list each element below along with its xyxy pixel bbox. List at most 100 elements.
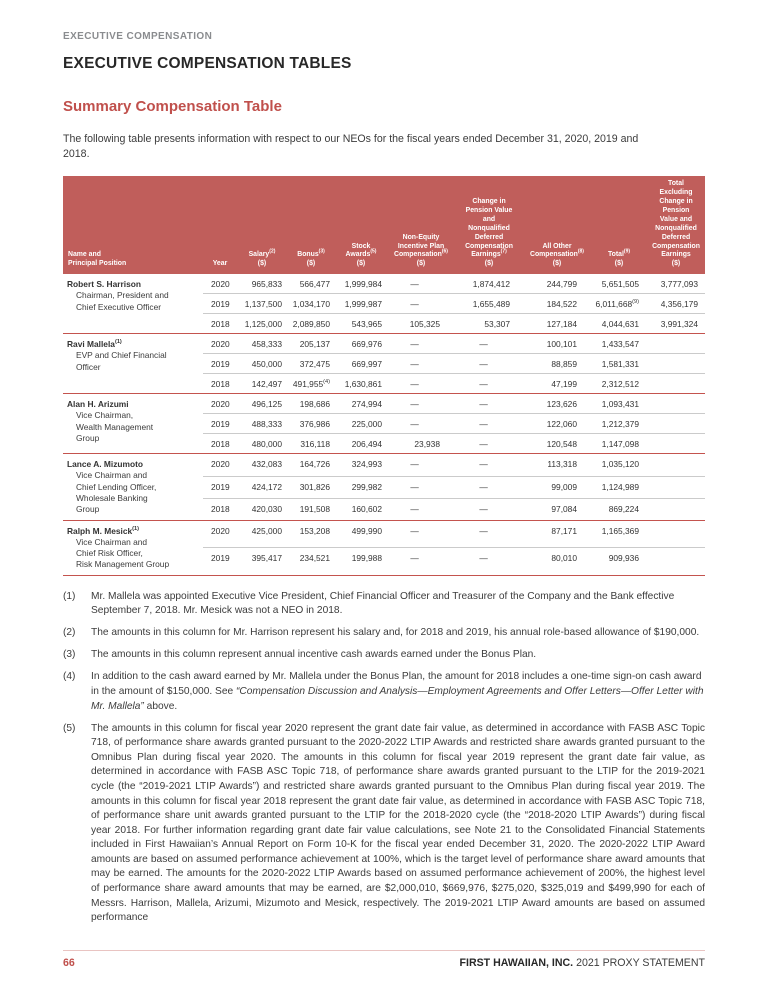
value-cell: 113,318 — [523, 453, 591, 476]
neo-position: EVP and Chief Financial Officer — [76, 350, 167, 372]
value-cell: 3,991,324 — [647, 313, 705, 334]
value-text: 97,084 — [551, 503, 577, 514]
year-cell: 2020 — [203, 393, 237, 414]
value-cell: 1,999,984 — [335, 274, 387, 294]
value-text: 869,224 — [608, 503, 639, 514]
value-text: 488,333 — [251, 419, 282, 430]
column-header-unit: ($) — [484, 260, 494, 268]
value-cell: — — [387, 274, 455, 294]
value-text: 669,997 — [351, 359, 382, 370]
year-cell: 2020 — [203, 519, 237, 548]
value-cell: 4,044,631 — [591, 313, 647, 334]
value-cell: 6,011,668(9) — [591, 293, 647, 314]
value-cell: 3,777,093 — [647, 274, 705, 294]
value-cell: 316,118 — [287, 433, 335, 454]
column-header: Total Excluding Change in Pension Value … — [647, 175, 705, 275]
neo-name-text: Alan H. Arizumi — [67, 399, 129, 410]
value-text: 450,000 — [251, 359, 282, 370]
value-text: 1,212,379 — [601, 419, 639, 430]
value-cell: 869,224 — [591, 497, 647, 521]
footnote-segment: In addition to the cash award earned by … — [91, 671, 702, 698]
footnote-text: The amounts in this column represent ann… — [91, 648, 705, 663]
value-cell — [647, 393, 705, 414]
table-header: Name and Principal Position Year Salary(2)… — [63, 175, 705, 275]
footnote-text: Mr. Mallela was appointed Executive Vice… — [91, 590, 705, 619]
value-cell: 120,548 — [523, 433, 591, 454]
value-text: 160,602 — [351, 503, 382, 514]
column-header-label: Bonus — [297, 251, 319, 259]
value-cell: 324,993 — [335, 453, 387, 476]
footnote-ref: (9) — [623, 249, 631, 256]
table-row: Ralph M. Mesick(1) Vice Chairman and Chie… — [63, 519, 705, 576]
value-text: 424,172 — [251, 481, 282, 492]
value-text: — — [479, 359, 488, 370]
column-header-label: Salary — [248, 251, 270, 259]
value-cell: 1,433,547 — [591, 333, 647, 354]
value-cell: 450,000 — [237, 353, 287, 374]
value-text: 499,990 — [351, 525, 382, 536]
neo-position: Chairman, President and Chief Executive … — [76, 290, 169, 312]
footnote-ref: (8) — [577, 249, 584, 256]
footnote-number: (5) — [63, 722, 76, 734]
footnote-ref: (9) — [632, 299, 639, 306]
table-row: 2018 1,125,000 2,089,850 543,965 105,325 53,3… — [63, 313, 705, 334]
value-cell: 100,101 — [523, 333, 591, 354]
value-cell: 153,208 — [287, 519, 335, 548]
value-cell: 244,799 — [523, 274, 591, 294]
footnote-segment: Mr. Mallela was appointed Executive Vice… — [91, 590, 675, 617]
value-cell — [647, 413, 705, 434]
value-text: — — [479, 339, 488, 350]
value-cell: 142,497 — [237, 373, 287, 394]
footnote: (4) In addition to the cash award earned … — [63, 670, 705, 714]
footnote-ref: (6) — [441, 249, 448, 256]
value-text: 1,093,431 — [601, 399, 639, 410]
value-cell: — — [455, 413, 523, 434]
value-text: 316,118 — [300, 439, 330, 450]
value-text: 566,477 — [299, 279, 330, 290]
year-cell: 2019 — [203, 475, 237, 499]
value-text: 53,307 — [484, 319, 510, 330]
value-cell: — — [455, 353, 523, 374]
value-text: — — [410, 481, 419, 492]
footnote-text: The amounts in this column for Mr. Harri… — [91, 626, 705, 641]
table-row: 2019 488,333 376,986 225,000 — — 122,060 1,212,… — [63, 413, 705, 434]
value-cell: 97,084 — [523, 497, 591, 521]
value-cell: 5,651,505 — [591, 274, 647, 294]
table-row: 2018 480,000 316,118 206,494 23,938 — 120,548 1… — [63, 433, 705, 454]
value-cell: 1,124,989 — [591, 475, 647, 499]
value-text: 122,060 — [546, 419, 577, 430]
neo-name: Lance A. Mizumoto — [67, 459, 201, 470]
footnote-number: (4) — [63, 671, 76, 683]
year-cell: 2019 — [203, 353, 237, 374]
value-text: — — [479, 459, 488, 470]
value-text: 123,626 — [546, 399, 577, 410]
value-text: 324,993 — [351, 459, 382, 470]
neo-name-cell: Ravi Mallela(1) EVP and Chief Financial O… — [63, 333, 203, 394]
column-header: Non-Equity Incentive Plan Compensation(6… — [387, 175, 455, 275]
value-cell: 965,833 — [237, 274, 287, 294]
value-cell: 299,982 — [335, 475, 387, 499]
footnote-ref: (3) — [318, 249, 325, 256]
value-text: 1,874,412 — [472, 279, 510, 290]
value-text: — — [479, 379, 488, 390]
footnote-segment: The amounts in this column represent ann… — [91, 649, 537, 661]
column-header: All Other Compensation(8) ($) — [523, 175, 591, 275]
value-cell: 87,171 — [523, 519, 591, 548]
value-text: 274,994 — [351, 399, 382, 410]
value-cell: 1,035,120 — [591, 453, 647, 476]
column-header-unit: ($) — [306, 260, 316, 268]
value-text: 153,208 — [299, 525, 330, 536]
table-row: 2018 142,497 491,955(4) 1,630,861 — — 47,199 2,… — [63, 373, 705, 394]
footnote-text: In addition to the cash award earned by … — [91, 670, 705, 714]
column-header-label: Stock Awards — [345, 242, 371, 259]
value-text: 299,982 — [351, 481, 382, 492]
value-cell: 301,826 — [287, 475, 335, 499]
value-text: — — [479, 419, 488, 430]
value-text: 1,124,989 — [601, 481, 639, 492]
value-text: — — [410, 339, 419, 350]
value-text: — — [410, 459, 419, 470]
value-text: 496,125 — [251, 399, 282, 410]
neo-name-text: Lance A. Mizumoto — [67, 459, 143, 470]
section-heading: Summary Compensation Table — [63, 98, 282, 115]
value-cell: — — [455, 393, 523, 414]
